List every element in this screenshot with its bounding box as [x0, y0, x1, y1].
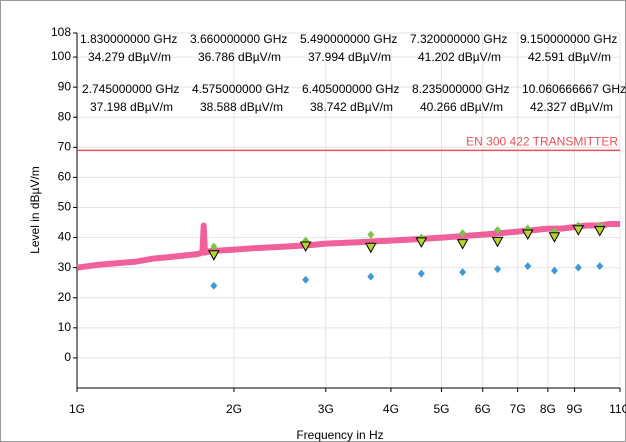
- x-tick-label: 9G: [567, 402, 583, 416]
- annotation-frequency: 7.320000000 GHz: [410, 32, 507, 46]
- x-tick-label: 2G: [226, 402, 242, 416]
- marker-triangle: [521, 229, 534, 240]
- marker-diamond: [367, 272, 375, 281]
- marker-diamond: [459, 268, 467, 277]
- x-tick-label: 6G: [475, 402, 491, 416]
- marker-diamond: [494, 226, 502, 235]
- y-tick-label: 100: [51, 49, 71, 63]
- marker-diamond: [524, 262, 532, 271]
- x-axis-label: Frequency in Hz: [296, 428, 383, 442]
- marker-triangle: [415, 237, 428, 248]
- marker-diamond: [210, 281, 218, 290]
- marker-triangle: [207, 250, 220, 261]
- annotation-frequency: 4.575000000 GHz: [192, 82, 289, 96]
- y-tick-label: 40: [58, 230, 72, 244]
- x-tick-label: 8G: [540, 402, 556, 416]
- marker-triangle: [299, 241, 312, 253]
- y-tick-label: 50: [58, 200, 72, 214]
- marker-diamond: [367, 230, 375, 239]
- y-tick-label: 0: [64, 350, 71, 364]
- y-tick-label: 60: [58, 170, 72, 184]
- annotation-level: 36.786 dBµV/m: [198, 50, 281, 64]
- y-axis-label: Level in dBµV/m: [28, 166, 42, 254]
- y-tick-label: 20: [58, 290, 72, 304]
- annotation-level: 34.279 dBµV/m: [88, 50, 171, 64]
- x-tick-label: 11G: [609, 402, 626, 416]
- marker-triangle: [572, 225, 585, 236]
- y-tick-label: 30: [58, 260, 72, 274]
- annotation-level: 42.327 dBµV/m: [530, 100, 613, 114]
- annotation-level: 40.266 dBµV/m: [420, 100, 503, 114]
- y-tick-label: 108: [51, 25, 71, 39]
- annotation-frequency: 2.745000000 GHz: [82, 82, 179, 96]
- annotation-frequency: 6.405000000 GHz: [302, 82, 399, 96]
- marker-diamond: [459, 229, 467, 238]
- marker-diamond: [596, 262, 604, 271]
- annotation-level: 38.588 dBµV/m: [200, 100, 283, 114]
- annotation-frequency: 8.235000000 GHz: [412, 82, 509, 96]
- annotation-level: 37.198 dBµV/m: [90, 100, 173, 114]
- annotation-level: 38.742 dBµV/m: [310, 100, 393, 114]
- annotation-frequency: 5.490000000 GHz: [300, 32, 397, 46]
- annotation-frequency: 9.150000000 GHz: [520, 32, 617, 46]
- annotation-level: 41.202 dBµV/m: [418, 50, 501, 64]
- marker-triangle: [593, 226, 606, 237]
- marker-diamond: [550, 266, 558, 275]
- marker-triangle: [456, 239, 469, 250]
- marker-diamond: [210, 242, 218, 251]
- marker-diamond: [494, 265, 502, 274]
- y-tick-label: 80: [58, 109, 72, 123]
- y-tick-label: 90: [58, 79, 72, 93]
- marker-diamond: [417, 269, 425, 278]
- x-tick-label: 5G: [433, 402, 449, 416]
- y-tick-label: 10: [58, 320, 72, 334]
- annotation-frequency: 10.060666667 GHz: [522, 82, 626, 96]
- marker-triangle: [491, 236, 504, 248]
- marker-triangle: [364, 242, 377, 254]
- x-tick-label: 1G: [69, 402, 85, 416]
- y-tick-label: 70: [58, 139, 72, 153]
- trace: [76, 221, 620, 271]
- marker-triangle: [548, 232, 561, 243]
- annotation-frequency: 3.660000000 GHz: [190, 32, 287, 46]
- x-tick-label: 3G: [318, 402, 334, 416]
- annotation-level: 42.591 dBµV/m: [528, 50, 611, 64]
- x-tick-label: 7G: [510, 402, 526, 416]
- annotation-level: 37.994 dBµV/m: [308, 50, 391, 64]
- annotation-frequency: 1.830000000 GHz: [80, 32, 177, 46]
- limit-label: EN 300 422 TRANSMITTER: [466, 135, 618, 149]
- marker-diamond: [302, 275, 310, 284]
- marker-diamond: [574, 263, 582, 272]
- x-tick-label: 4G: [383, 402, 399, 416]
